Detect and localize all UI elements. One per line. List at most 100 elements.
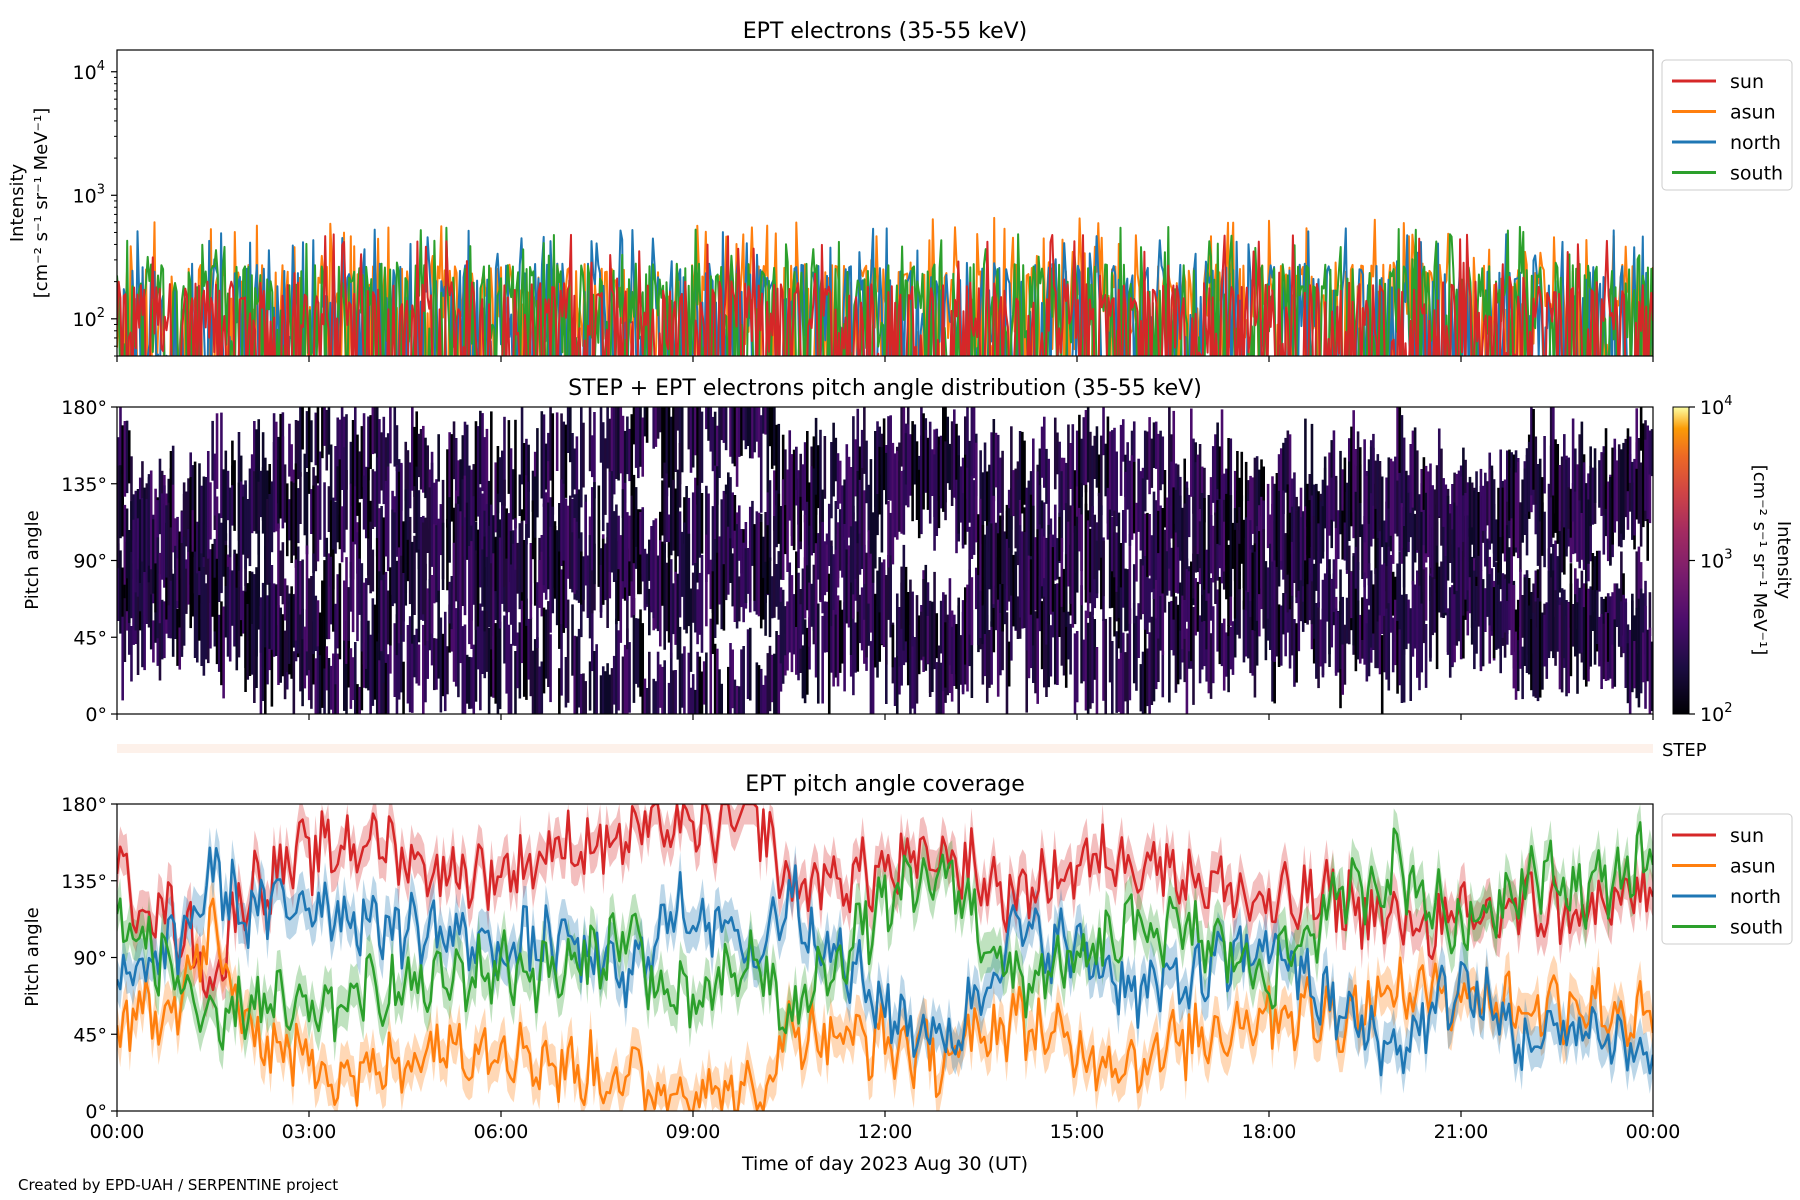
pad-cell xyxy=(1554,540,1557,617)
pad-cell xyxy=(272,442,276,533)
pad-ylabel: Pitch angle xyxy=(22,510,43,609)
pad-cell xyxy=(1203,498,1206,590)
pad-cell xyxy=(503,416,506,506)
pad-cell xyxy=(125,508,129,579)
pad-cell xyxy=(1115,631,1118,713)
pad-cell xyxy=(1387,603,1391,691)
pad-cell xyxy=(1602,623,1606,680)
pad-cell xyxy=(367,538,370,586)
pad-cell xyxy=(1582,607,1586,680)
pad-cell xyxy=(893,453,897,538)
pad-cell xyxy=(327,553,331,640)
pad-cell xyxy=(1394,456,1397,534)
pad-cell xyxy=(279,607,282,683)
pad-cell xyxy=(1279,448,1283,557)
pad-cell xyxy=(119,407,122,501)
pad-cell xyxy=(362,643,366,688)
pad-cell xyxy=(799,496,803,542)
pad-cell xyxy=(1413,589,1417,649)
pad-cell xyxy=(465,424,469,522)
pad-cell xyxy=(1286,484,1290,575)
pad-cell xyxy=(716,552,719,625)
pad-cell xyxy=(663,544,666,650)
pad-cell xyxy=(1530,407,1533,496)
pad-cell xyxy=(136,518,140,570)
pad-cell xyxy=(268,494,271,590)
pad-cell xyxy=(441,633,445,697)
colorbar-label-line2: [cm⁻² s⁻¹ sr⁻¹ MeV⁻¹] xyxy=(1749,465,1770,656)
pad-cell xyxy=(555,412,559,471)
pad-cell xyxy=(674,670,677,714)
pad-cell xyxy=(803,557,807,619)
pad-cell xyxy=(1505,485,1509,537)
pad-cell xyxy=(1315,603,1318,679)
pad-cell xyxy=(669,652,673,714)
pad-cell xyxy=(432,524,436,604)
pad-cell xyxy=(1600,613,1603,689)
pad-cell xyxy=(323,482,326,557)
pad-cell xyxy=(1563,589,1566,659)
pad-cell xyxy=(294,463,298,568)
pad-cell xyxy=(369,521,372,594)
pad-cell xyxy=(1444,546,1448,613)
xticks xyxy=(116,714,1654,720)
pad-cell xyxy=(801,645,805,699)
pad-cell xyxy=(1523,468,1527,535)
pad-cell xyxy=(845,444,849,551)
pad-cell xyxy=(935,662,939,714)
pad-cell xyxy=(1556,444,1560,544)
pad-cell xyxy=(1549,407,1553,498)
pad-cell xyxy=(222,606,225,699)
pad-cell xyxy=(1126,442,1129,510)
pad-cell xyxy=(777,423,781,507)
pad-cell xyxy=(257,419,261,513)
pad-cell xyxy=(900,407,903,467)
pad-cell xyxy=(735,407,739,487)
pad-cell xyxy=(353,642,357,714)
pad-cell xyxy=(1137,458,1140,532)
pad-cell xyxy=(1505,450,1509,502)
pad-cell xyxy=(1514,472,1518,548)
pad-cell xyxy=(404,563,408,606)
pad-cell xyxy=(222,469,225,577)
coverage-band-asun xyxy=(117,878,1653,1111)
colorbar xyxy=(1672,406,1690,715)
pad-cell xyxy=(564,657,568,708)
pad-cell xyxy=(174,545,177,639)
pad-cell xyxy=(1536,511,1540,566)
pad-cell xyxy=(1047,614,1050,688)
pad-cell xyxy=(560,413,563,509)
pad-cell xyxy=(1222,618,1226,691)
pad-cell xyxy=(1012,554,1015,627)
x-tick-label: 06:00 xyxy=(474,1121,529,1143)
pad-cell xyxy=(830,442,833,519)
pad-cell xyxy=(400,629,403,693)
pad-cell xyxy=(397,471,401,555)
pad-cell xyxy=(895,593,899,656)
pad-cell xyxy=(1277,604,1281,667)
pad-cell xyxy=(509,448,513,541)
pad-cell xyxy=(716,648,719,714)
pad-cell xyxy=(413,634,416,678)
pad-cell xyxy=(935,428,939,536)
pad-cell xyxy=(242,496,245,555)
pad-cell xyxy=(1356,600,1360,660)
pad-cell xyxy=(1266,483,1270,549)
pad-cell xyxy=(1633,458,1636,536)
pad-cell xyxy=(937,436,941,529)
pad-cell xyxy=(1571,418,1575,522)
pad-cell xyxy=(1161,573,1165,655)
pad-cell xyxy=(996,434,1000,543)
pad-cell xyxy=(1170,547,1173,597)
pad-cell xyxy=(494,537,498,592)
pad-cell xyxy=(130,501,133,552)
pad-cell xyxy=(735,524,739,629)
pad-cell xyxy=(1350,476,1353,527)
pad-cell xyxy=(1354,588,1358,672)
pad-cell xyxy=(448,581,451,624)
pad-cell xyxy=(1394,599,1397,666)
pad-cell xyxy=(428,579,432,651)
pad-cell xyxy=(1495,562,1498,650)
pad-cell xyxy=(1288,434,1292,535)
